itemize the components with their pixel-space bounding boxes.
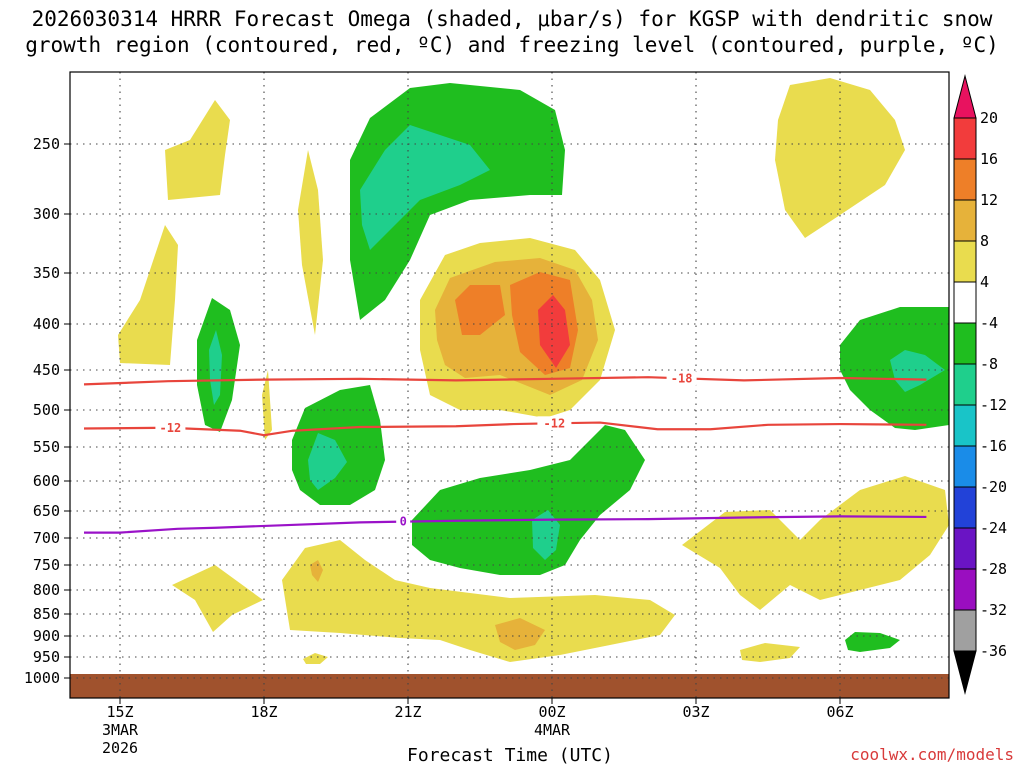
colorbar-label-8: 8	[980, 232, 989, 250]
colorbar-band	[953, 199, 977, 242]
ground-strip	[70, 674, 949, 698]
colorbar-band	[953, 609, 977, 652]
contour-label-extra: -12	[544, 416, 566, 430]
colorbar-label-16: 16	[980, 150, 998, 168]
ytick-label-1000: 1000	[24, 669, 60, 687]
colorbar: 20 16 12 8 4 -4 -8 -12 -16 -20 -24 -28 -32 -36	[953, 74, 1007, 695]
colorbar-label--16: -16	[980, 437, 1007, 455]
title-line-1: 2026030314 HRRR Forecast Omega (shaded, …	[31, 7, 993, 31]
x-axis-label: Forecast Time (UTC)	[407, 745, 613, 766]
ytick-label-600: 600	[33, 472, 60, 490]
xtick-sub2-15Z: 2026	[102, 739, 138, 757]
chart-title: 2026030314 HRRR Forecast Omega (shaded, …	[0, 6, 1024, 58]
omega-red-regions	[538, 295, 570, 368]
colorbar-label--24: -24	[980, 519, 1007, 537]
ytick-label-850: 850	[33, 605, 60, 623]
contour-label-1: -12	[160, 421, 182, 435]
ytick-label-400: 400	[33, 315, 60, 333]
xtick-label-21Z: 21Z	[394, 703, 421, 721]
colorbar-band	[953, 158, 977, 201]
contour-label-bg-1	[155, 420, 186, 435]
colorbar-label-4: 4	[980, 273, 989, 291]
colorbar-label--32: -32	[980, 601, 1007, 619]
ytick-label-500: 500	[33, 401, 60, 419]
colorbar-label-12: 12	[980, 191, 998, 209]
contour-line-1	[83, 421, 927, 437]
colorbar-band	[953, 486, 977, 529]
colorbar-band	[953, 404, 977, 447]
contour-label-2: 0	[400, 515, 407, 529]
temperature-contours: -18 -12 0 -12	[83, 371, 927, 534]
ytick-label-750: 750	[33, 556, 60, 574]
colorbar-band	[953, 363, 977, 406]
grid	[70, 72, 949, 698]
ytick-label-950: 950	[33, 648, 60, 666]
colorbar-band	[953, 568, 977, 611]
credit-text: coolwx.com/models	[850, 745, 1014, 764]
ytick-label-700: 700	[33, 529, 60, 547]
ytick-label-250: 250	[33, 135, 60, 153]
xtick-label-03Z: 03Z	[682, 703, 709, 721]
colorbar-label--36: -36	[980, 642, 1007, 660]
ytick-label-800: 800	[33, 581, 60, 599]
contour-label-bg-extra	[537, 416, 572, 431]
ytick-label-450: 450	[33, 361, 60, 379]
colorbar-label--28: -28	[980, 560, 1007, 578]
colorbar-band	[953, 117, 977, 160]
colorbar-band	[953, 527, 977, 570]
xtick-label-06Z: 06Z	[826, 703, 853, 721]
contour-label-bg-0	[666, 371, 697, 386]
colorbar-label--20: -20	[980, 478, 1007, 496]
xtick-sub1-00Z: 4MAR	[534, 721, 571, 739]
xtick-label-15Z: 15Z	[106, 703, 133, 721]
colorbar-label-20: 20	[980, 109, 998, 127]
colorbar-band	[953, 322, 977, 365]
colorbar-bottom-triangle	[953, 650, 977, 695]
contour-label-bg-2	[396, 514, 411, 529]
ytick-label-350: 350	[33, 264, 60, 282]
xtick-sub1-15Z: 3MAR	[102, 721, 139, 739]
ytick-label-650: 650	[33, 502, 60, 520]
omega-shading	[118, 78, 949, 664]
colorbar-label--8: -8	[980, 355, 998, 373]
title-line-2: growth region (contoured, red, ºC) and f…	[25, 33, 999, 57]
ytick-label-900: 900	[33, 627, 60, 645]
colorbar-band	[953, 240, 977, 283]
contour-label-0: -18	[671, 371, 693, 385]
ytick-label-550: 550	[33, 438, 60, 456]
colorbar-band	[953, 281, 977, 324]
colorbar-band	[953, 445, 977, 488]
colorbar-label--4: -4	[980, 314, 998, 332]
colorbar-top-triangle	[953, 74, 977, 119]
y-axis: 250 300 350 400 450 500 550 600 650 700 750 800 850 9…	[24, 135, 70, 687]
plot-frame	[69, 71, 950, 699]
contour-line-0	[83, 376, 927, 386]
ytick-label-300: 300	[33, 205, 60, 223]
xtick-label-18Z: 18Z	[250, 703, 277, 721]
colorbar-label--12: -12	[980, 396, 1007, 414]
xtick-label-00Z: 00Z	[538, 703, 565, 721]
